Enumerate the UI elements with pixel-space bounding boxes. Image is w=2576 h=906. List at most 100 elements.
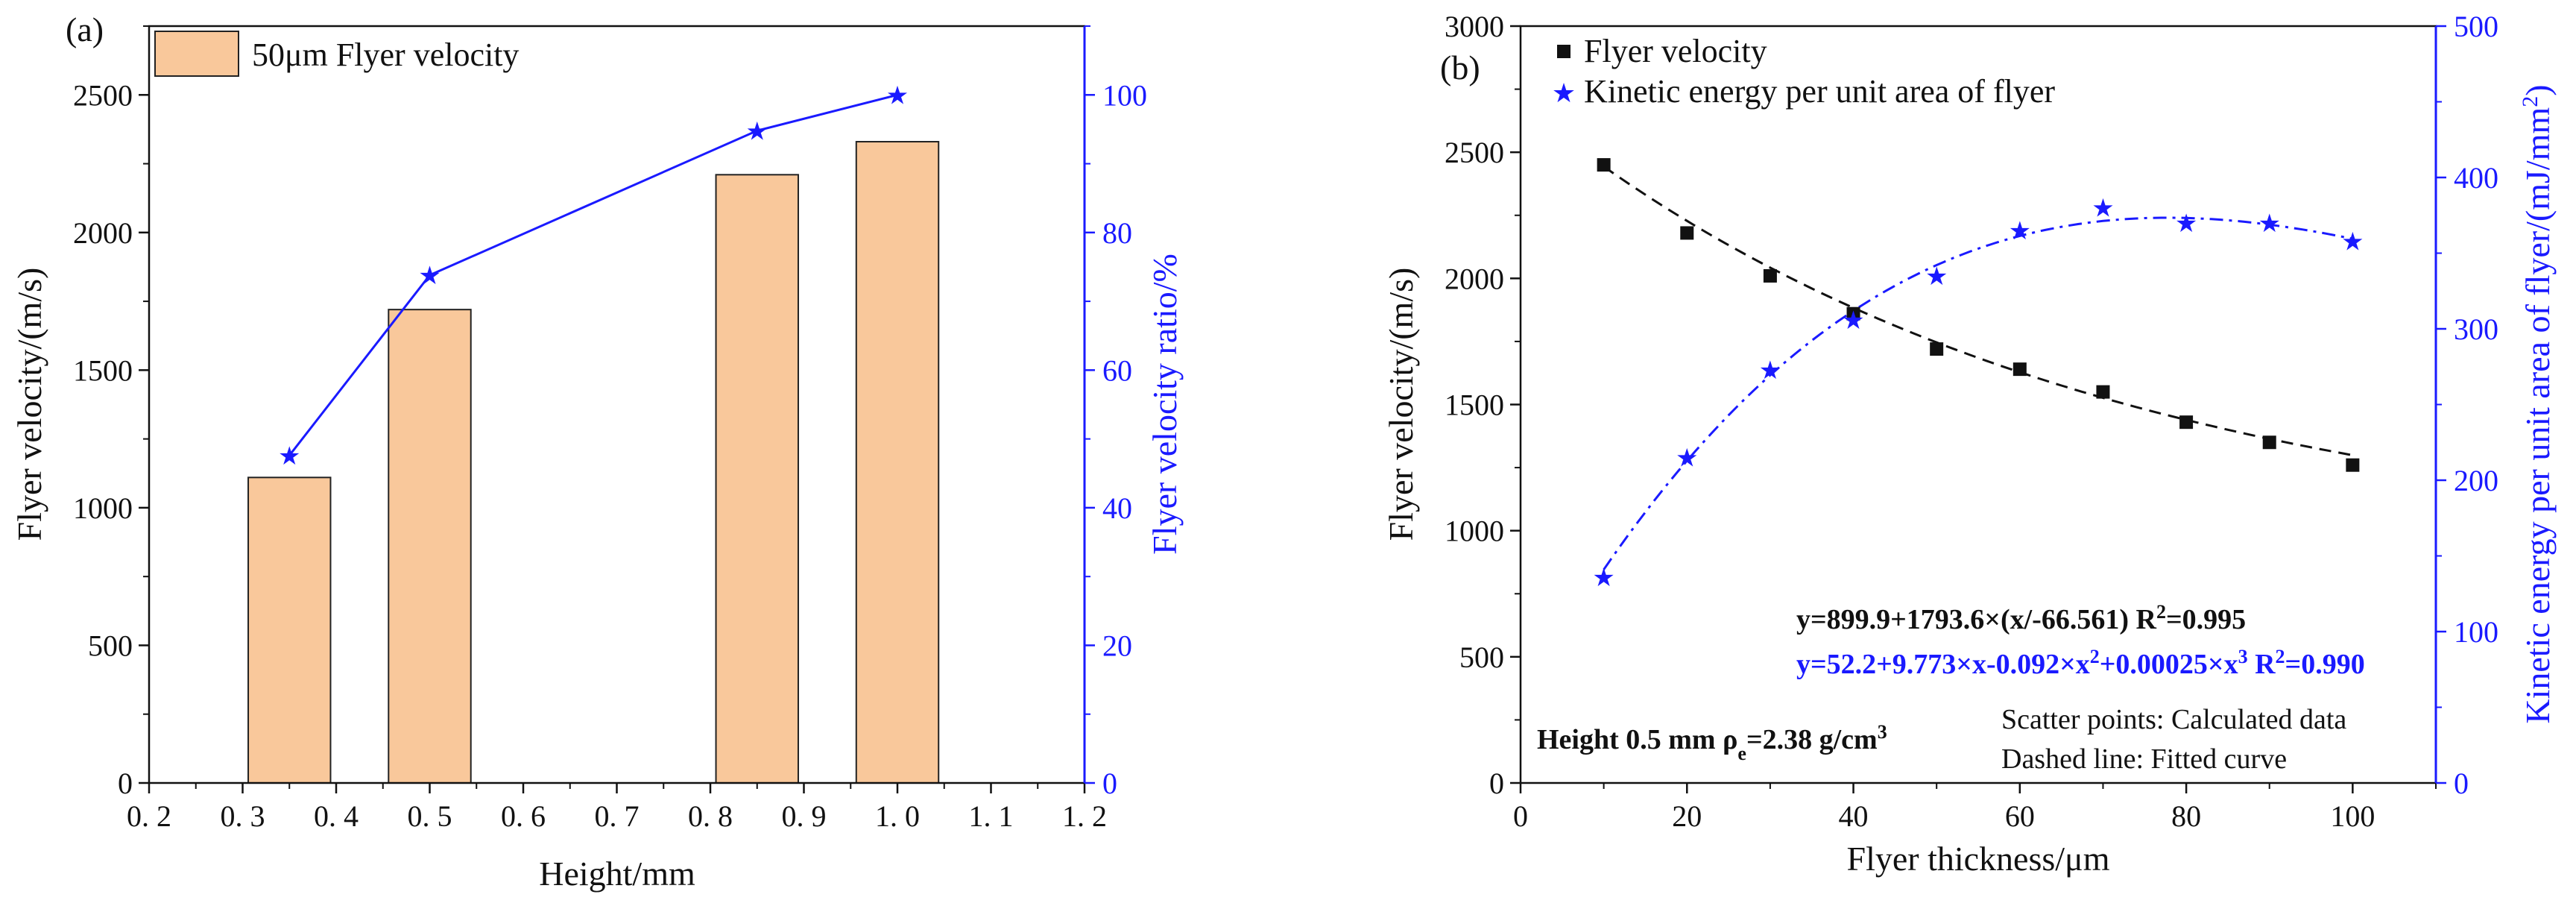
eq2-sup3: 2 — [2276, 646, 2285, 667]
x-ticks: 0 20 40 60 80 100 — [1513, 783, 2437, 833]
y2-tick-label: 200 — [2454, 464, 2498, 497]
x-tick-label: 100 — [2330, 799, 2375, 833]
y2-tick-label: 80 — [1102, 216, 1132, 250]
chart-panel-a: ★ ★ ★ ★ 0. 2 0. 3 0. 4 0. 5 0. 6 0. 7 0. 8 0. 9 1. … — [10, 10, 1184, 893]
y-ticks: 0 500 1000 1500 2000 2500 3000 — [1445, 10, 1521, 800]
y-tick-label: 0 — [118, 767, 133, 800]
fit-curves-group — [1603, 166, 2353, 570]
y-tick-label: 2000 — [73, 216, 133, 250]
velocity-point — [2346, 458, 2360, 472]
ratio-line-group: ★ ★ ★ ★ — [278, 82, 909, 471]
y2-tick-label: 0 — [1102, 767, 1117, 800]
y2-tick-label: 100 — [2454, 615, 2498, 649]
x-tick-label: 0. 5 — [408, 799, 452, 833]
y-tick-label: 3000 — [1445, 10, 1504, 43]
legend: Flyer velocity ★ Kinetic energy per unit… — [1552, 33, 2055, 110]
condition-sup: 3 — [1878, 721, 1887, 743]
fit-equation-velocity: y=899.9+1793.6×(x/-66.561) R2=0.995 — [1796, 601, 2246, 636]
x-tick-label: 60 — [2005, 799, 2035, 833]
energy-point: ★ — [2175, 210, 2197, 238]
energy-point: ★ — [2009, 218, 2031, 245]
energy-point: ★ — [1842, 307, 1864, 335]
energy-point: ★ — [1759, 357, 1781, 385]
fit-equation-energy: y=52.2+9.773×x-0.092×x2+0.00025×x3 R2=0.… — [1796, 646, 2365, 681]
x-tick-label: 20 — [1672, 799, 1702, 833]
note-scatter: Scatter points: Calculated data — [2001, 704, 2346, 735]
bar — [388, 309, 472, 784]
ratio-point: ★ — [746, 118, 768, 145]
x-ticks: 0. 2 0. 3 0. 4 0. 5 0. 6 0. 7 0. 8 0. 9 1. 0 1. 1… — [127, 783, 1107, 833]
bar — [715, 174, 799, 784]
velocity-point — [1930, 342, 1944, 356]
y-tick-label: 1000 — [73, 491, 133, 525]
points-group: ★ ★ ★ ★ ★ ★ ★ ★ ★ ★ — [1592, 158, 2364, 592]
velocity-fit-curve — [1603, 166, 2353, 456]
legend-marker-star: ★ — [1552, 78, 1576, 108]
x-tick-label: 0. 3 — [221, 799, 265, 833]
y-tick-label: 2000 — [1445, 262, 1504, 295]
y2-tick-label: 300 — [2454, 312, 2498, 346]
panel-label-b: (b) — [1440, 48, 1480, 86]
bar — [247, 476, 332, 784]
energy-point: ★ — [1925, 263, 1948, 291]
y2-tick-label: 20 — [1102, 629, 1132, 662]
y2-tick-label: 0 — [2454, 767, 2469, 800]
energy-point: ★ — [2092, 195, 2114, 223]
legend: 50μm Flyer velocity — [154, 31, 519, 77]
x-tick-label: 1. 0 — [875, 799, 920, 833]
x-tick-label: 0. 4 — [314, 799, 359, 833]
x-tick-label: 0. 7 — [595, 799, 640, 833]
eq1-tail: =0.995 — [2166, 604, 2246, 635]
y2-ticks: 0 20 40 60 80 100 — [1085, 25, 1147, 800]
y2-axis-title-sup: 2 — [2518, 96, 2542, 107]
eq1-sup: 2 — [2156, 601, 2166, 623]
x-tick-label: 0. 9 — [782, 799, 827, 833]
x-tick-label: 0. 6 — [501, 799, 546, 833]
velocity-point — [1846, 306, 1860, 321]
eq2-sup1: 2 — [2090, 646, 2100, 667]
y-tick-label: 2500 — [1445, 136, 1504, 169]
energy-fit-curve — [1603, 216, 2353, 570]
x-tick-label: 40 — [1839, 799, 1869, 833]
y2-tick-label: 100 — [1102, 78, 1147, 112]
ratio-point: ★ — [418, 262, 441, 290]
y-axis-title: Flyer velocity/(m/s) — [10, 268, 48, 541]
x-tick-label: 1. 1 — [969, 799, 1014, 833]
x-tick-label: 0. 2 — [127, 799, 171, 833]
ratio-line — [288, 93, 898, 456]
panel-label-a: (a) — [66, 10, 104, 48]
eq2-a: y=52.2+9.773×x-0.092×x — [1796, 649, 2090, 680]
y-tick-label: 1000 — [1445, 515, 1504, 548]
y2-ticks: 0 100 200 300 400 500 — [2436, 10, 2498, 800]
y-tick-label: 500 — [88, 629, 133, 662]
y2-tick-label: 60 — [1102, 353, 1132, 387]
y2-tick-label: 40 — [1102, 491, 1132, 525]
y2-tick-label: 500 — [2454, 10, 2498, 43]
chart-panel-b: ★★★★★★★★ ★★ 0 20 40 60 80 100 0500100015002000… — [1382, 10, 2557, 878]
legend-label-velocity: Flyer velocity — [1584, 33, 1767, 69]
condition-sub: e — [1737, 743, 1746, 764]
y2-axis-title-main: Kinetic energy per unit area of flyer/(m… — [2519, 107, 2557, 724]
legend-label: 50μm Flyer velocity — [252, 37, 519, 73]
bars-group — [247, 141, 940, 784]
energy-point: ★ — [2341, 228, 2364, 256]
velocity-point — [2012, 362, 2027, 377]
y2-axis-title: Kinetic energy per unit area of flyer/(m… — [2518, 84, 2557, 723]
ratio-point: ★ — [278, 443, 300, 471]
condition-text: Height 0.5 mm ρe=2.38 g/cm3 — [1537, 721, 1887, 764]
x-tick-label: 0. 8 — [688, 799, 733, 833]
y-axis-title: Flyer velocity/(m/s) — [1382, 268, 1420, 541]
eq1-main: y=899.9+1793.6×(x/-66.561) R — [1796, 604, 2156, 635]
velocity-point — [2262, 435, 2276, 450]
y-tick-label: 1500 — [1445, 388, 1504, 422]
y-tick-label: 1500 — [73, 353, 133, 387]
y-ticks: 0 500 1000 1500 2000 2500 — [73, 25, 149, 800]
velocity-point — [2179, 415, 2194, 430]
y2-axis-title: Flyer velocity ratio/% — [1146, 254, 1184, 555]
note-fitted: Dashed line: Fitted curve — [2001, 743, 2287, 775]
legend-marker-square — [1557, 45, 1570, 58]
x-axis-title: Height/mm — [539, 855, 695, 893]
energy-point: ★ — [1676, 445, 1698, 473]
condition-a: Height 0.5 mm ρ — [1537, 724, 1737, 755]
